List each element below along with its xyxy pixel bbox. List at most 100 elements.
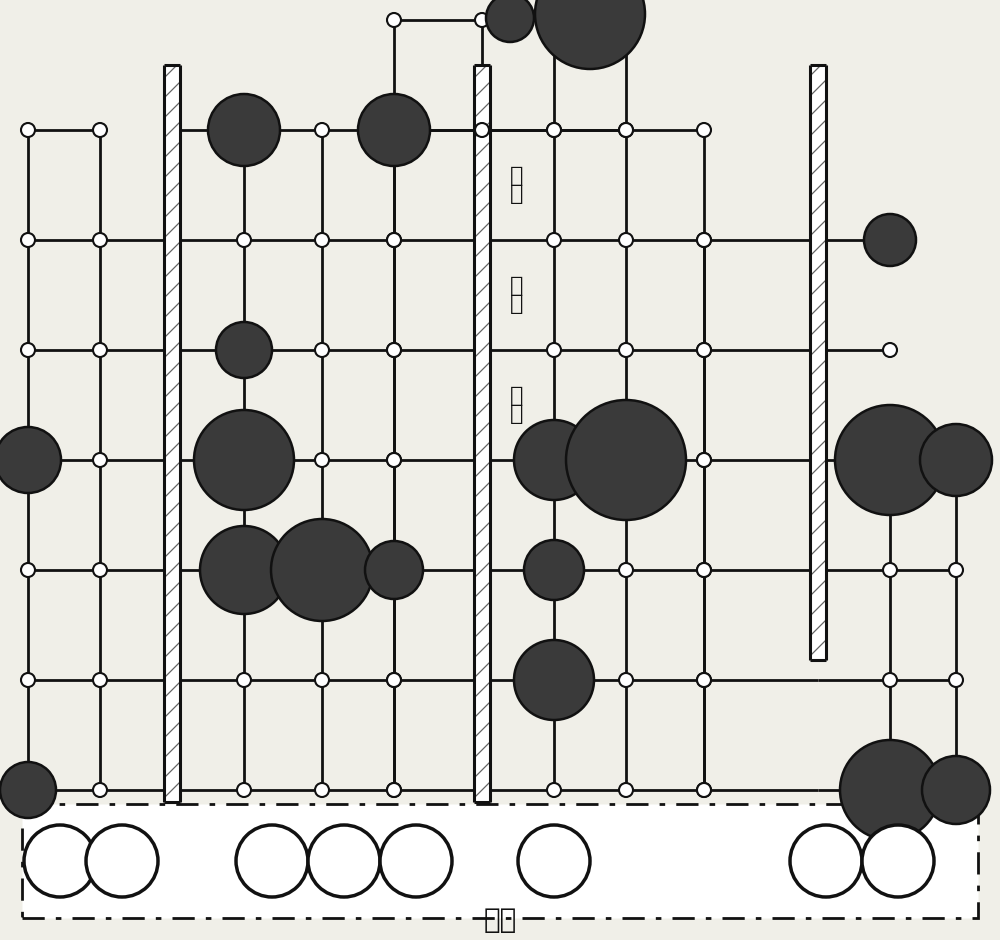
Circle shape: [697, 233, 711, 247]
Circle shape: [237, 673, 251, 687]
Circle shape: [547, 453, 561, 467]
Circle shape: [922, 756, 990, 824]
Text: 上
部: 上 部: [510, 166, 523, 204]
Circle shape: [697, 123, 711, 137]
Circle shape: [387, 673, 401, 687]
Circle shape: [697, 343, 711, 357]
Circle shape: [200, 526, 288, 614]
Circle shape: [387, 123, 401, 137]
Circle shape: [619, 783, 633, 797]
Circle shape: [387, 123, 401, 137]
Circle shape: [949, 563, 963, 577]
Circle shape: [93, 233, 107, 247]
Circle shape: [21, 343, 35, 357]
Bar: [22, 804, 978, 918]
Circle shape: [358, 94, 430, 166]
Circle shape: [387, 453, 401, 467]
Circle shape: [21, 673, 35, 687]
Circle shape: [237, 123, 251, 137]
Circle shape: [387, 453, 401, 467]
Circle shape: [486, 0, 534, 42]
Circle shape: [93, 783, 107, 797]
Circle shape: [387, 123, 401, 137]
Circle shape: [387, 343, 401, 357]
Circle shape: [547, 233, 561, 247]
Circle shape: [365, 541, 423, 599]
Circle shape: [949, 453, 963, 467]
Circle shape: [518, 825, 590, 897]
Circle shape: [514, 420, 594, 500]
Circle shape: [0, 427, 61, 493]
Circle shape: [93, 563, 107, 577]
Circle shape: [862, 825, 934, 897]
Bar: [810, 65, 826, 660]
Text: 中
部: 中 部: [510, 276, 523, 314]
Circle shape: [237, 453, 251, 467]
Circle shape: [315, 453, 329, 467]
Circle shape: [835, 405, 945, 515]
Circle shape: [315, 233, 329, 247]
Circle shape: [21, 233, 35, 247]
Circle shape: [619, 123, 633, 137]
Circle shape: [697, 673, 711, 687]
Bar: [164, 65, 180, 802]
Circle shape: [920, 424, 992, 496]
Circle shape: [315, 343, 329, 357]
Circle shape: [547, 13, 561, 27]
Circle shape: [86, 825, 158, 897]
Circle shape: [883, 673, 897, 687]
Circle shape: [237, 233, 251, 247]
Circle shape: [697, 343, 711, 357]
Circle shape: [949, 783, 963, 797]
Circle shape: [387, 233, 401, 247]
Circle shape: [566, 400, 686, 520]
Circle shape: [697, 563, 711, 577]
Circle shape: [93, 453, 107, 467]
Circle shape: [697, 673, 711, 687]
Circle shape: [387, 563, 401, 577]
Bar: [474, 65, 490, 802]
Circle shape: [237, 343, 251, 357]
Circle shape: [547, 123, 561, 137]
Circle shape: [883, 563, 897, 577]
Circle shape: [315, 123, 329, 137]
Circle shape: [619, 123, 633, 137]
Circle shape: [236, 825, 308, 897]
Circle shape: [93, 343, 107, 357]
Circle shape: [619, 233, 633, 247]
Circle shape: [697, 783, 711, 797]
Circle shape: [387, 563, 401, 577]
Circle shape: [194, 410, 294, 510]
Circle shape: [315, 783, 329, 797]
Circle shape: [387, 13, 401, 27]
Circle shape: [21, 123, 35, 137]
Circle shape: [0, 762, 56, 818]
Circle shape: [535, 0, 645, 69]
Circle shape: [387, 783, 401, 797]
Circle shape: [237, 783, 251, 797]
Circle shape: [387, 673, 401, 687]
Circle shape: [864, 214, 916, 266]
Circle shape: [619, 343, 633, 357]
Circle shape: [21, 453, 35, 467]
Circle shape: [380, 825, 452, 897]
Circle shape: [619, 673, 633, 687]
Circle shape: [883, 343, 897, 357]
Circle shape: [387, 783, 401, 797]
Circle shape: [237, 563, 251, 577]
Circle shape: [697, 233, 711, 247]
Text: 底水: 底水: [483, 906, 517, 934]
Circle shape: [24, 825, 96, 897]
Circle shape: [547, 343, 561, 357]
Circle shape: [697, 783, 711, 797]
Circle shape: [475, 123, 489, 137]
Circle shape: [547, 123, 561, 137]
Circle shape: [790, 825, 862, 897]
Circle shape: [619, 453, 633, 467]
Circle shape: [840, 740, 940, 840]
Circle shape: [547, 673, 561, 687]
Circle shape: [21, 783, 35, 797]
Circle shape: [697, 453, 711, 467]
Text: 下
部: 下 部: [510, 386, 523, 424]
Circle shape: [883, 233, 897, 247]
